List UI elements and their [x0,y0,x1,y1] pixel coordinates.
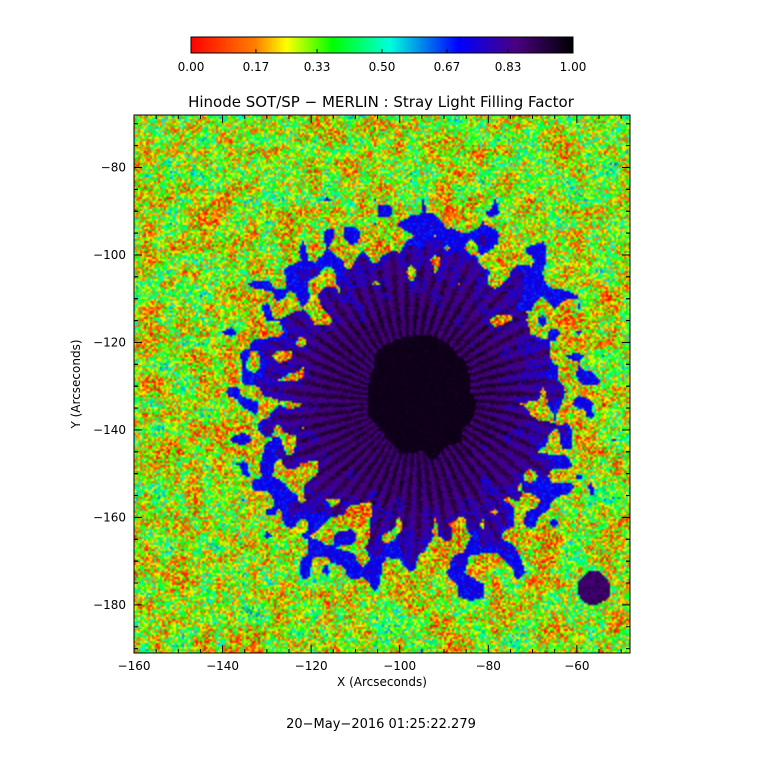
colorbar-tick-label: 0.00 [178,60,205,74]
y-tick-label: −160 [93,510,126,524]
plot-frame [133,114,631,654]
y-tick-label: −140 [93,423,126,437]
colorbar-tick-label: 1.00 [560,60,587,74]
y-axis: −80 −100 −120 −140 −160 −180 [93,123,630,650]
colorbar-tick-label: 0.50 [369,60,396,74]
colorbar-tick-label: 0.83 [495,60,522,74]
x-tick-label: −160 [118,659,151,673]
chart-title: Hinode SOT/SP − MERLIN : Stray Light Fil… [188,93,575,111]
colorbar-tick-label: 0.67 [434,60,461,74]
x-axis: −160 −140 −120 −100 −80 −60 [118,115,622,673]
y-tick-label: −100 [93,248,126,262]
x-axis-label: X (Arcseconds) [337,675,427,689]
timestamp: 20−May−2016 01:25:22.279 [286,717,476,732]
y-axis-label: Y (Arcseconds) [69,339,83,429]
heatmap-image [134,115,630,653]
y-tick-label: −120 [93,335,126,349]
x-tick-label: −120 [295,659,328,673]
x-tick-label: −140 [206,659,239,673]
x-tick-label: −60 [564,659,589,673]
colorbar-ticks: 0.00 0.17 0.33 0.50 0.67 0.83 1.00 [178,49,587,74]
y-tick-label: −80 [101,160,126,174]
x-tick-label: −100 [383,659,416,673]
x-tick-label: −80 [476,659,501,673]
y-tick-label: −180 [93,598,126,612]
colorbar: 0.00 0.17 0.33 0.50 0.67 0.83 1.00 [178,36,587,74]
colorbar-tick-label: 0.17 [243,60,270,74]
colorbar-tick-label: 0.33 [304,60,331,74]
